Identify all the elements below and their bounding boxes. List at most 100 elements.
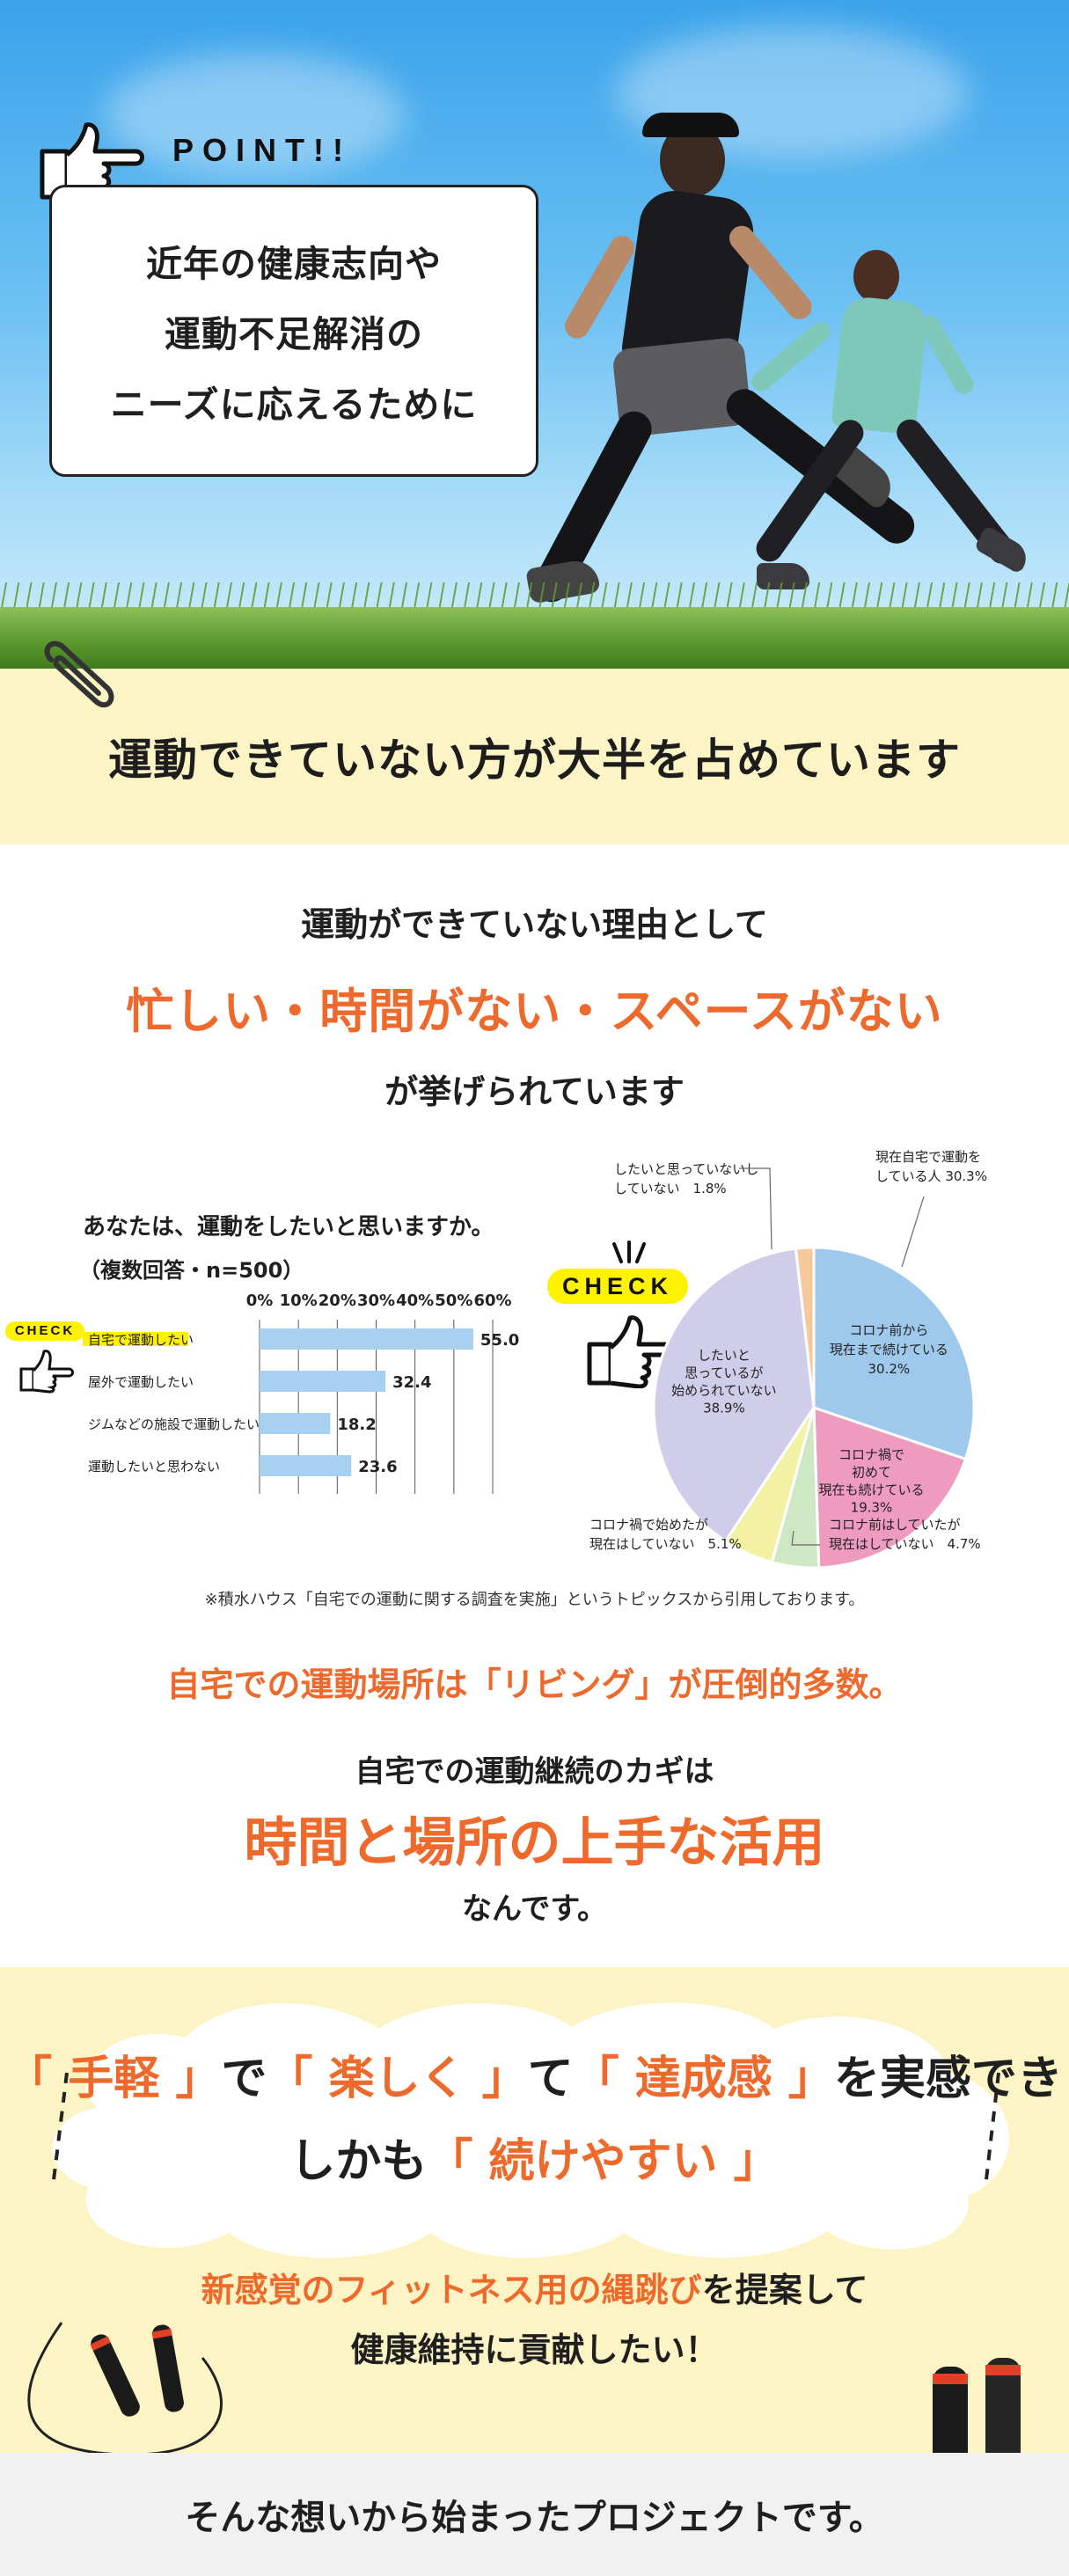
survey-question: あなたは、運動をしたいと思いますか。: [83, 1214, 494, 1240]
reason-intro: 運動ができていない理由として: [301, 905, 768, 944]
tick-label: 10%: [280, 1292, 318, 1310]
key-outro: なんです。: [462, 1892, 607, 1927]
slice-label-line: 始められていない: [671, 1382, 777, 1398]
slice-label-line: 現在はしていない 5.1%: [589, 1536, 742, 1552]
paperclip-icon: [44, 640, 114, 708]
slice-label-line: したいと思っていないし: [614, 1161, 758, 1177]
value-label: 32.4: [392, 1373, 431, 1392]
tick-label: 40%: [396, 1292, 434, 1310]
point-line: 近年の健康志向や: [146, 243, 442, 285]
cloud-line-2: しかも「 続けやすい 」: [0, 2124, 1069, 2190]
cloud-keyword: 「 達成感 」: [573, 2053, 834, 2105]
category-label: ジムなどの施設で運動したい: [88, 1416, 260, 1432]
key-highlight: 時間と場所の上手な活用: [244, 1812, 825, 1874]
proposal-line-2: 健康維持に貢献したい！: [350, 2331, 719, 2369]
pointing-hand-large-icon: [587, 1315, 677, 1388]
slice-label: コロナ前はしていたが現在はしていない 4.7%: [829, 1517, 981, 1552]
footer-band: そんな想いから始まったプロジェクトです。: [0, 2453, 1069, 2576]
speech-cloud: [51, 2002, 1009, 2258]
point-line: ニーズに応えるために: [110, 384, 478, 426]
pie-slice: [794, 1246, 816, 1409]
slice-label-line: 38.9%: [703, 1400, 745, 1416]
category-label: 自宅で運動したい: [88, 1332, 194, 1348]
slice-label: したいと思っているが始められていない 38.9%: [671, 1347, 777, 1416]
tick-label: 30%: [357, 1292, 395, 1310]
slice-label-line: 現在も続けている: [818, 1482, 924, 1497]
cloud-line-1: 「 手軽 」で「 楽しく 」て「 達成感 」を実感でき: [0, 2041, 1069, 2107]
source-note: ※積水ハウス「自宅での運動に関する調査を実施」というトピックスから引用しておりま…: [204, 1591, 865, 1609]
survey-note: （複数回答・n=500）: [79, 1258, 304, 1283]
bar: [260, 1413, 331, 1434]
slice-label-line: 現在はしていない 4.7%: [829, 1536, 981, 1552]
leader-line: [791, 1530, 820, 1546]
proposal-line-1: 新感覚のフィットネス用の縄跳びを提案して: [0, 2263, 1069, 2311]
slice-label: したいと思っていないししていない 1.8%: [614, 1161, 758, 1197]
summary-label-line: している人 30.3%: [875, 1168, 987, 1184]
tick-label: 60%: [473, 1292, 511, 1310]
cloud-keyword: 「 手軽 」: [6, 2053, 222, 2105]
slice-label-line: コロナ前はしていたが: [829, 1517, 961, 1533]
value-label: 18.2: [337, 1416, 376, 1434]
bar: [260, 1328, 473, 1350]
reason-section: 運動ができていない理由として 忙しい・時間がない・スペースがない が挙げられてい…: [0, 897, 1069, 1113]
summary-banner: 運動できていない方が大半を占めています: [0, 669, 1069, 845]
slice-label-line: していない 1.8%: [614, 1181, 727, 1197]
slice-label: コロナ禍で始めたが現在はしていない 5.1%: [589, 1517, 742, 1552]
cloud-particle: て: [527, 2053, 574, 2105]
slice-label-line: したいと: [698, 1347, 750, 1363]
tick-label: 20%: [319, 1292, 356, 1310]
slice-label-line: 初めて: [852, 1464, 891, 1480]
emphasis-rays-icon: [612, 1240, 646, 1263]
pie-slice: [812, 1405, 968, 1570]
summary-label-line: 現在自宅で運動を: [875, 1149, 981, 1165]
leader-line: [901, 1196, 925, 1268]
leader-line: [739, 1167, 772, 1250]
slice-label-line: コロナ禍で: [838, 1446, 904, 1462]
cloud-particle: しかも: [289, 2135, 428, 2188]
footer-text: そんな想いから始まったプロジェクトです。: [185, 2498, 884, 2538]
cloud-keyword: 「 続けやすい 」: [427, 2135, 780, 2188]
proposal-rest: を提案して: [701, 2271, 868, 2309]
proposal-highlight: 新感覚のフィットネス用の縄跳び: [201, 2271, 702, 2309]
pie-slice: [812, 1246, 976, 1461]
cloud-particle: で: [221, 2053, 267, 2105]
bar: [260, 1371, 386, 1392]
category-label: 運動したいと思わない: [88, 1459, 220, 1475]
pointing-hand-small-icon: [19, 1350, 74, 1394]
cloud-particle: を実感でき: [833, 2053, 1063, 2105]
slice-label-line: 19.3%: [851, 1499, 893, 1515]
point-label: POINT!!: [172, 132, 352, 168]
tick-label: 50%: [435, 1292, 472, 1310]
point-line: 運動不足解消の: [165, 313, 423, 355]
living-headline: 自宅での運動場所は「リビング」が圧倒的多数。: [166, 1665, 903, 1704]
slice-label-line: 思っているが: [685, 1365, 763, 1380]
slice-label-line: コロナ前から: [849, 1322, 928, 1338]
grass-field: [0, 607, 1069, 669]
category-highlight: [83, 1332, 188, 1346]
pie-chart: コロナ前から現在まで続けている 30.2% コロナ禍で初めて現在も続けている 19.3…: [589, 1149, 987, 1570]
slice-label-line: 現在まで続けている: [830, 1342, 948, 1358]
bar: [260, 1455, 352, 1476]
slice-label-line: コロナ禍で始めたが: [589, 1517, 708, 1533]
point-message-box: 近年の健康志向や 運動不足解消の ニーズに応えるために: [49, 185, 538, 477]
runner-woman-illustration: [747, 246, 1038, 616]
pie-slice: [652, 1247, 816, 1543]
check-badge-large: CHECK: [547, 1269, 688, 1304]
sky-cloud: [106, 53, 405, 176]
slice-label: コロナ前から現在まで続けている 30.2%: [830, 1322, 948, 1377]
reason-outro: が挙げられています: [384, 1072, 685, 1111]
summary-label: 現在自宅で運動をしている人 30.3%: [875, 1149, 987, 1184]
slice-label-line: 30.2%: [868, 1361, 911, 1377]
reason-highlight: 忙しい・時間がない・スペースがない: [126, 984, 943, 1039]
key-intro: 自宅での運動継続のカギは: [355, 1754, 714, 1789]
runner-man-illustration: [525, 106, 922, 633]
check-badge-small: CHECK: [5, 1321, 84, 1341]
slice-label: コロナ禍で初めて現在も続けている 19.3%: [818, 1446, 924, 1515]
cloud-keyword: 「 楽しく 」: [267, 2053, 528, 2105]
tick-label: 0%: [246, 1292, 274, 1310]
value-label: 55.0: [480, 1331, 519, 1350]
value-label: 23.6: [358, 1458, 397, 1476]
category-label: 屋外で運動したい: [88, 1374, 194, 1390]
banner-title: 運動できていない方が大半を占めています: [108, 735, 961, 786]
bar-chart: 0% 10% 20% 30% 40% 50% 60% 自宅で運動したい 55.0 屋外で運動したい…: [83, 1292, 519, 1494]
